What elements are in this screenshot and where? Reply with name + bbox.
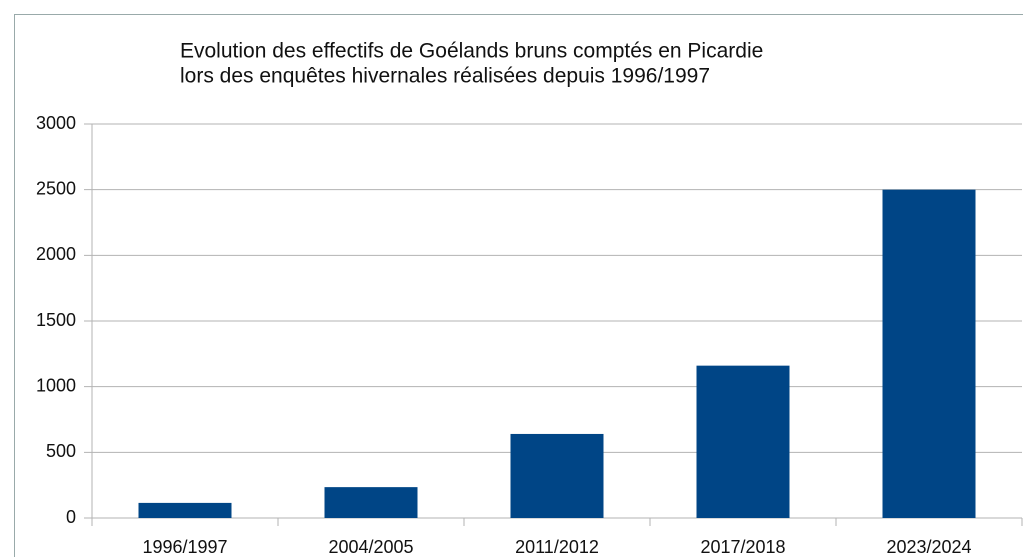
chart-title: Evolution des effectifs de Goélands brun…: [180, 40, 763, 63]
bar: [882, 189, 976, 518]
x-tick-label: 2004/2005: [328, 537, 413, 557]
chart-subtitle: lors des enquêtes hivernales réalisées d…: [180, 65, 710, 88]
x-tick-label: 2023/2024: [886, 537, 971, 557]
x-tick-label: 2011/2012: [515, 537, 599, 557]
y-tick-label: 1000: [36, 375, 76, 395]
bar: [696, 365, 790, 518]
bar: [510, 433, 604, 518]
x-tick-label: 1996/1997: [142, 537, 227, 557]
y-tick-label: 1500: [36, 310, 76, 330]
bar: [324, 487, 418, 518]
x-tick-label: 2017/2018: [700, 537, 785, 557]
y-tick-label: 3000: [36, 113, 76, 133]
y-tick-label: 500: [46, 441, 76, 461]
y-tick-label: 2000: [36, 244, 76, 264]
bar: [138, 502, 232, 518]
y-tick-label: 2500: [36, 178, 76, 198]
y-tick-label: 0: [66, 507, 76, 527]
